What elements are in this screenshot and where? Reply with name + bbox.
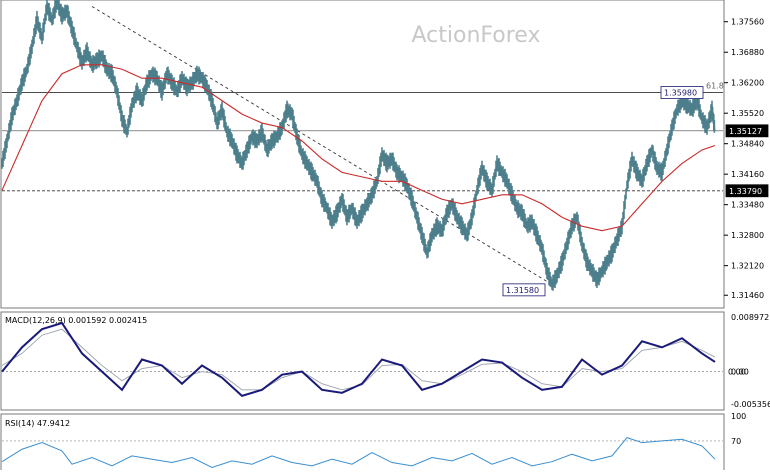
price-pane [0, 0, 725, 309]
price-line [1, 0, 716, 286]
current-price-label: 1.35127 [729, 127, 762, 136]
macd-tick-label: 0.00 [731, 368, 749, 377]
moving-average-line [1, 64, 716, 232]
support-price-label: 1.33790 [729, 187, 762, 196]
low-price-label: 1.31580 [506, 286, 539, 295]
rsi-tick-label: 70 [731, 437, 741, 446]
macd-layer [1, 321, 723, 397]
macd-tick-label: -0.005356 [731, 400, 770, 409]
macd-line [1, 321, 716, 397]
price-tick-label: 1.33480 [731, 201, 764, 210]
support-price-label-box [725, 184, 769, 198]
price-tick-label: 1.32120 [731, 262, 764, 271]
axes-layer: 1.37560 1.36880 1.36200 1.35520 1.34840 1.341… [724, 18, 770, 446]
fib-label: 61.8 [706, 82, 724, 91]
price-tick-label: 1.37560 [731, 18, 764, 27]
price-tick-label: 1.34840 [731, 140, 764, 149]
rsi-pane [0, 413, 725, 472]
watermark: ActionForex [412, 23, 541, 48]
resistance-price-label-box [660, 86, 704, 99]
price-tick-label: 1.36880 [731, 48, 764, 57]
price-tick-label: 1.32800 [731, 231, 764, 240]
rsi-line [1, 437, 716, 469]
current-price-label-box [725, 124, 769, 138]
macd-pane [0, 311, 725, 411]
price-tick-label: 1.34160 [731, 170, 764, 179]
low-price-label-box [502, 283, 546, 297]
price-tick-label: 1.31460 [731, 291, 764, 300]
price-tick-label: 1.35520 [731, 109, 764, 118]
macd-label: MACD(12,26,9) 0.001592 0.002415 [5, 316, 147, 325]
price-layer: 1.35127 1.33790 1.35980 1.31580 61.8 [1, 0, 769, 297]
macd-tick-label: 0.008972 [731, 313, 769, 322]
resistance-price-label: 1.35980 [664, 89, 697, 98]
macd-signal-line [1, 328, 716, 391]
rsi-layer [1, 437, 723, 469]
macd-zero-label: 0.00 [728, 368, 746, 377]
rsi-tick-label: 100 [731, 412, 746, 421]
price-tick-label: 1.36200 [731, 79, 764, 88]
rsi-label: RSI(14) 47.9412 [5, 419, 70, 428]
